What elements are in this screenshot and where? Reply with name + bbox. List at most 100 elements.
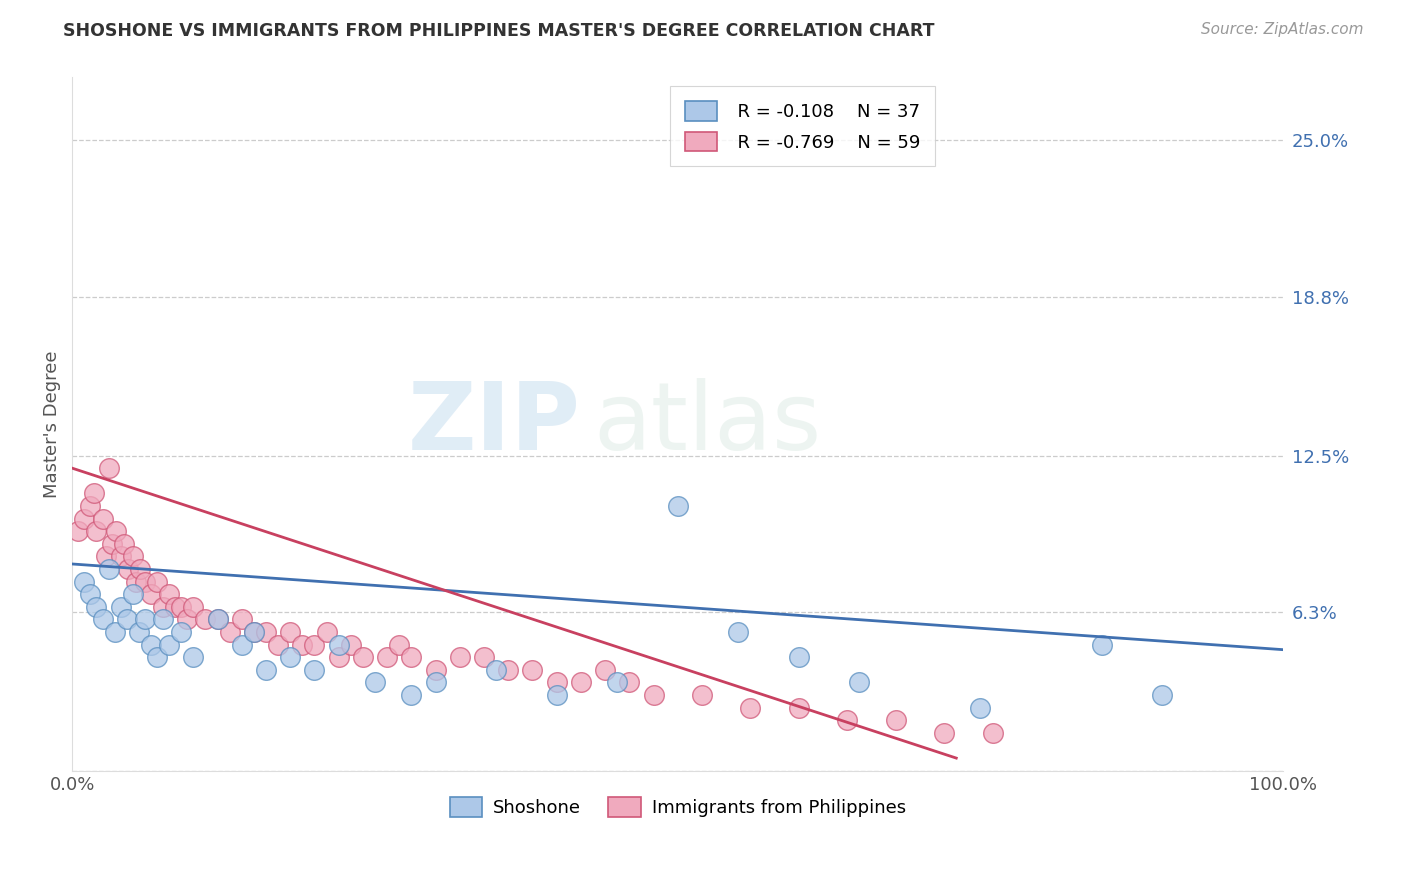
Point <box>496 663 519 677</box>
Point <box>231 612 253 626</box>
Point <box>546 675 568 690</box>
Point <box>425 663 447 677</box>
Point <box>352 650 374 665</box>
Text: SHOSHONE VS IMMIGRANTS FROM PHILIPPINES MASTER'S DEGREE CORRELATION CHART: SHOSHONE VS IMMIGRANTS FROM PHILIPPINES … <box>63 22 935 40</box>
Point <box>125 574 148 589</box>
Point <box>375 650 398 665</box>
Point <box>619 675 641 690</box>
Point <box>969 700 991 714</box>
Text: Source: ZipAtlas.com: Source: ZipAtlas.com <box>1201 22 1364 37</box>
Point <box>91 511 114 525</box>
Point <box>740 700 762 714</box>
Point <box>690 688 713 702</box>
Text: ZIP: ZIP <box>408 378 581 470</box>
Point <box>291 638 314 652</box>
Point <box>157 638 180 652</box>
Point <box>787 700 810 714</box>
Point <box>315 625 337 640</box>
Point <box>522 663 544 677</box>
Point <box>304 663 326 677</box>
Point <box>328 638 350 652</box>
Point <box>837 713 859 727</box>
Point <box>152 612 174 626</box>
Point <box>117 562 139 576</box>
Point <box>73 511 96 525</box>
Point <box>485 663 508 677</box>
Point <box>401 650 423 665</box>
Point <box>388 638 411 652</box>
Point <box>152 599 174 614</box>
Point <box>267 638 290 652</box>
Point <box>104 524 127 539</box>
Point <box>97 461 120 475</box>
Point <box>129 562 152 576</box>
Point <box>146 650 169 665</box>
Point <box>328 650 350 665</box>
Point <box>139 638 162 652</box>
Point <box>134 574 156 589</box>
Point <box>170 625 193 640</box>
Point <box>569 675 592 690</box>
Point <box>207 612 229 626</box>
Point <box>278 650 301 665</box>
Point <box>112 537 135 551</box>
Point <box>218 625 240 640</box>
Point <box>83 486 105 500</box>
Point <box>727 625 749 640</box>
Point <box>231 638 253 652</box>
Point <box>183 650 205 665</box>
Point <box>546 688 568 702</box>
Point <box>91 612 114 626</box>
Point <box>401 688 423 702</box>
Point <box>449 650 471 665</box>
Point <box>121 549 143 564</box>
Point <box>73 574 96 589</box>
Point <box>1090 638 1112 652</box>
Point <box>304 638 326 652</box>
Point <box>278 625 301 640</box>
Point <box>787 650 810 665</box>
Point <box>425 675 447 690</box>
Legend: Shoshone, Immigrants from Philippines: Shoshone, Immigrants from Philippines <box>443 789 912 824</box>
Point <box>86 599 108 614</box>
Point <box>165 599 187 614</box>
Point <box>101 537 124 551</box>
Point <box>79 499 101 513</box>
Point <box>134 612 156 626</box>
Point <box>243 625 266 640</box>
Point <box>254 663 277 677</box>
Point <box>643 688 665 702</box>
Point <box>176 612 198 626</box>
Point <box>115 612 138 626</box>
Point <box>183 599 205 614</box>
Point <box>67 524 90 539</box>
Point <box>1152 688 1174 702</box>
Point <box>139 587 162 601</box>
Point <box>254 625 277 640</box>
Point <box>104 625 127 640</box>
Text: atlas: atlas <box>593 378 821 470</box>
Point <box>194 612 217 626</box>
Point <box>472 650 495 665</box>
Point <box>121 587 143 601</box>
Point <box>593 663 616 677</box>
Point <box>94 549 117 564</box>
Y-axis label: Master's Degree: Master's Degree <box>44 351 60 498</box>
Point <box>934 726 956 740</box>
Point <box>884 713 907 727</box>
Point <box>110 549 132 564</box>
Point <box>79 587 101 601</box>
Point <box>128 625 150 640</box>
Point <box>207 612 229 626</box>
Point <box>339 638 361 652</box>
Point <box>666 499 689 513</box>
Point <box>606 675 628 690</box>
Point <box>848 675 870 690</box>
Point <box>170 599 193 614</box>
Point <box>243 625 266 640</box>
Point <box>110 599 132 614</box>
Point <box>981 726 1004 740</box>
Point <box>86 524 108 539</box>
Point <box>146 574 169 589</box>
Point <box>157 587 180 601</box>
